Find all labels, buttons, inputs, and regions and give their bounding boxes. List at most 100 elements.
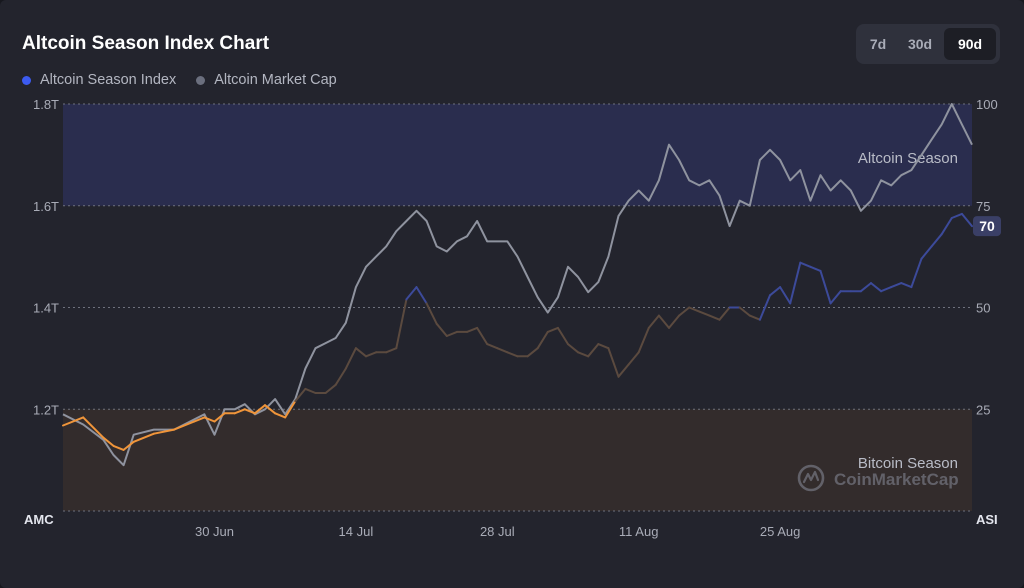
asi-line-segment bbox=[526, 347, 539, 358]
asi-line-segment bbox=[859, 282, 872, 293]
asi-line-segment bbox=[880, 286, 893, 293]
asi-line-segment bbox=[274, 412, 287, 419]
asi-line-segment bbox=[789, 261, 802, 305]
legend-label-asi: Altcoin Season Index bbox=[40, 72, 177, 88]
asi-line-segment bbox=[284, 400, 297, 419]
x-axis-tick: 30 Jun bbox=[195, 524, 234, 539]
range-button-7d[interactable]: 7d bbox=[869, 36, 887, 52]
right-axis-tick: 100 bbox=[976, 97, 998, 112]
asi-line-segment bbox=[496, 347, 509, 354]
asi-line-segment bbox=[476, 326, 489, 346]
asi-line-segment bbox=[405, 286, 418, 301]
asi-line-segment bbox=[546, 326, 559, 333]
market-cap-line bbox=[62, 103, 973, 467]
legend-item-asi[interactable]: Altcoin Season Index bbox=[22, 72, 176, 88]
asi-line-segment bbox=[354, 347, 367, 358]
asi-line-segment bbox=[799, 261, 812, 268]
x-axis-tick: 11 Aug bbox=[619, 524, 659, 539]
asi-line-segment bbox=[344, 347, 357, 370]
asi-line-segment bbox=[415, 286, 428, 305]
left-axis-tick: 1.2T bbox=[33, 402, 59, 417]
asi-line-segment bbox=[334, 367, 347, 386]
asi-line-segment bbox=[829, 290, 842, 305]
asi-line-segment bbox=[193, 416, 206, 423]
altcoin-season-zone bbox=[63, 104, 972, 206]
asi-line-segment bbox=[657, 314, 670, 329]
asi-line-segment bbox=[435, 322, 448, 337]
range-button-30d[interactable]: 30d bbox=[907, 36, 933, 52]
asi-line-segment bbox=[809, 265, 822, 272]
asi-line-segment bbox=[556, 326, 569, 346]
asi-line-segment bbox=[445, 330, 458, 337]
asi-line-segment bbox=[304, 387, 317, 394]
asi-line-segment bbox=[647, 314, 660, 329]
asi-line-segment bbox=[708, 314, 721, 321]
legend-item-market-cap[interactable]: Altcoin Market Cap bbox=[196, 72, 337, 88]
left-axis-tick: 1.8T bbox=[33, 97, 59, 112]
asi-line-segment bbox=[950, 212, 963, 219]
asi-line-segment bbox=[112, 444, 125, 451]
x-axis-tick: 25 Aug bbox=[760, 524, 801, 539]
asi-line-segment bbox=[102, 436, 115, 447]
altcoin-season-label: Altcoin Season bbox=[858, 150, 958, 167]
series-altcoin-market-cap bbox=[62, 103, 973, 467]
asi-line-segment bbox=[567, 343, 580, 354]
asi-line-segment bbox=[920, 245, 933, 260]
asi-line-segment bbox=[627, 351, 640, 366]
asi-line-segment bbox=[930, 233, 943, 248]
x-axis-tick: 28 Jul bbox=[480, 524, 515, 539]
legend-label-market-cap: Altcoin Market Cap bbox=[214, 72, 337, 88]
bitcoin-season-zone bbox=[63, 409, 972, 511]
asi-line-segment bbox=[769, 286, 782, 297]
current-value-badge-bg bbox=[973, 216, 1001, 237]
asi-line-segment bbox=[870, 282, 883, 293]
asi-line-segment bbox=[738, 306, 751, 317]
x-axis-tick: 14 Jul bbox=[339, 524, 374, 539]
asi-line-segment bbox=[264, 404, 277, 415]
asi-line-segment bbox=[536, 330, 549, 350]
asi-line-segment bbox=[152, 428, 176, 435]
asi-line-segment bbox=[294, 387, 307, 403]
asi-line-segment bbox=[173, 420, 196, 431]
asi-line-segment bbox=[62, 416, 85, 427]
series-altcoin-season-index bbox=[62, 212, 973, 451]
asi-line-segment bbox=[900, 282, 913, 289]
asi-line-segment bbox=[890, 282, 903, 289]
asi-line-segment bbox=[819, 269, 832, 305]
asi-line-segment bbox=[597, 343, 610, 350]
asi-line-segment bbox=[678, 306, 691, 317]
asi-line-segment bbox=[698, 310, 711, 317]
asi-line-segment bbox=[779, 286, 792, 305]
asi-line-segment bbox=[365, 351, 378, 358]
asi-line-segment bbox=[132, 432, 155, 443]
asi-line-segment bbox=[718, 306, 731, 321]
right-axis-tick: 25 bbox=[976, 402, 990, 417]
asi-line-segment bbox=[910, 257, 923, 289]
current-value-text: 70 bbox=[979, 218, 995, 234]
asi-line-segment bbox=[758, 294, 771, 321]
left-axis: 1.8T 1.6T 1.4T 1.2T bbox=[33, 97, 59, 417]
asi-line-segment bbox=[385, 347, 398, 354]
asi-line-segment bbox=[425, 302, 438, 325]
asi-line-segment bbox=[203, 416, 216, 423]
range-button-90d[interactable]: 90d bbox=[944, 28, 996, 60]
asi-line-segment bbox=[243, 408, 256, 415]
asi-line-segment bbox=[213, 412, 226, 423]
coinmarketcap-watermark: CoinMarketCap bbox=[797, 464, 959, 492]
asi-line-segment bbox=[668, 314, 681, 329]
watermark-text: CoinMarketCap bbox=[834, 470, 959, 489]
legend-dot-asi bbox=[22, 75, 31, 85]
asi-line-segment bbox=[637, 326, 650, 354]
asi-line-segment bbox=[940, 217, 953, 236]
asi-line-segment bbox=[577, 351, 590, 358]
right-axis: 100 75 50 25 bbox=[976, 97, 998, 417]
asi-line-segment bbox=[395, 298, 408, 350]
x-axis: 30 Jun 14 Jul 28 Jul 11 Aug 25 Aug bbox=[195, 524, 800, 539]
bitcoin-season-label: Bitcoin Season bbox=[858, 455, 958, 472]
asi-line-segment bbox=[486, 343, 499, 350]
legend-dot-market-cap bbox=[196, 75, 206, 85]
chart-title: Altcoin Season Index Chart bbox=[22, 33, 270, 54]
asi-line-segment bbox=[960, 212, 973, 228]
